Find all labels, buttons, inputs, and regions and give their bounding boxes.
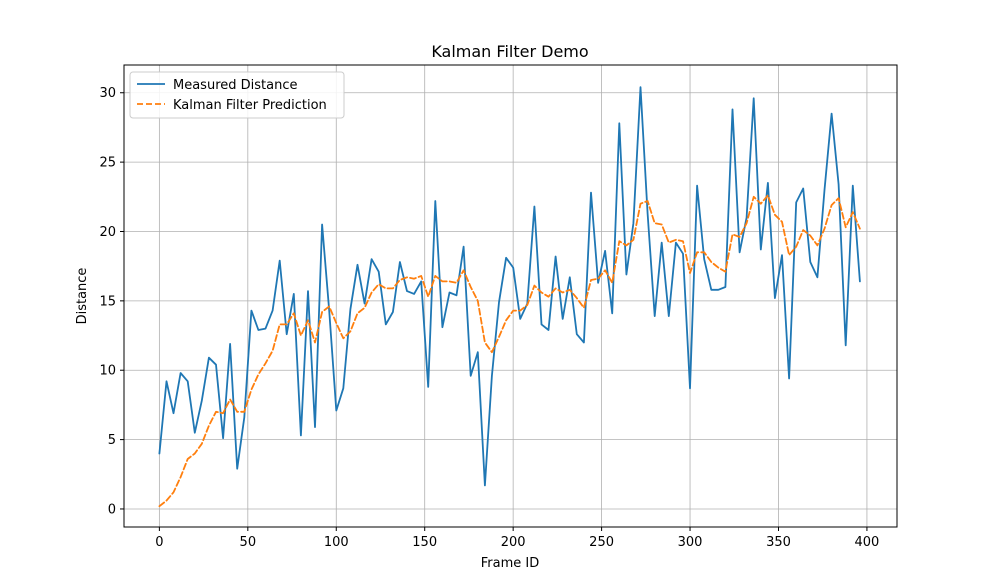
x-tick-label: 200 [501,535,526,550]
y-tick-label: 25 [99,156,116,171]
y-axis: 0 5 10 15 20 25 30 [99,86,124,517]
y-tick-label: 15 [99,294,116,309]
series-layer [158,86,861,508]
x-tick-label: 100 [324,535,349,550]
y-tick-label: 10 [99,364,116,379]
x-tick-label: 300 [678,535,703,550]
x-tick-label: 250 [589,535,614,550]
x-axis: 0 50 100 150 200 250 300 350 400 [155,527,879,550]
x-tick-label: 350 [766,535,791,550]
x-tick-label: 400 [855,535,880,550]
legend-box [129,71,345,119]
x-tick-label: 50 [240,535,257,550]
grid [124,65,897,527]
plot-frame [123,64,898,528]
legend-label-measured: Measured Distance [173,78,297,93]
x-tick-label: 0 [155,535,163,550]
y-tick-label: 5 [108,433,116,448]
y-tick-label: 20 [99,225,116,240]
series-line-measured [158,86,861,487]
y-tick-label: 0 [108,502,116,517]
legend-label-kalman: Kalman Filter Prediction [173,98,327,113]
x-axis-label: Frame ID [481,556,539,571]
chart-title: Kalman Filter Demo [431,42,588,61]
series-line-kalman [158,194,861,508]
x-tick-label: 150 [412,535,437,550]
legend: Measured Distance Kalman Filter Predicti… [129,71,345,119]
y-axis-label: Distance [75,268,90,325]
y-tick-label: 30 [99,86,116,101]
